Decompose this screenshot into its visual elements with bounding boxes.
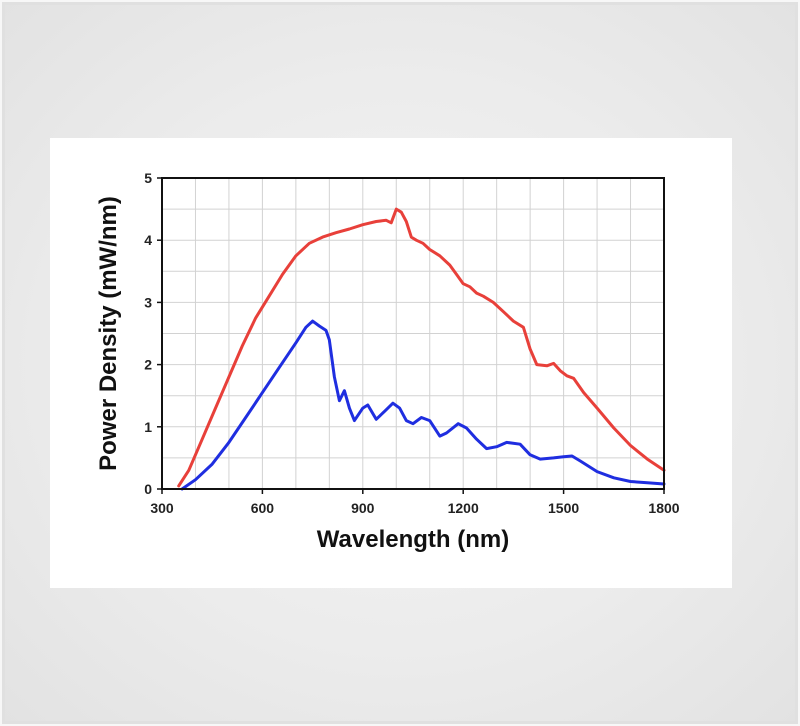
series-line-1 xyxy=(177,207,666,488)
x-axis-label: Wavelength (nm) xyxy=(317,526,509,553)
x-tick-label: 1800 xyxy=(648,500,679,516)
chart-svg: 300 600 900 1200 1500 1800 0 1 2 3 4 5 Wavelength (… xyxy=(95,170,680,553)
x-tick-label: 1500 xyxy=(548,500,579,516)
x-tick-label: 600 xyxy=(251,500,275,516)
series-line-2 xyxy=(180,319,666,491)
chart-card: 300 600 900 1200 1500 1800 0 1 2 3 4 5 Wavelength (… xyxy=(50,138,732,588)
grid-lines xyxy=(162,178,664,489)
plot-border xyxy=(161,177,665,490)
y-tick-label: 5 xyxy=(144,170,152,186)
x-tick-label: 300 xyxy=(150,500,174,516)
y-tick-label: 0 xyxy=(144,481,152,497)
axis-ticks: 300 600 900 1200 1500 1800 0 1 2 3 4 5 xyxy=(144,170,680,516)
x-tick-label: 900 xyxy=(351,500,375,516)
x-tick-label: 1200 xyxy=(448,500,479,516)
y-axis-label: Power Density (mW/nm) xyxy=(95,196,122,471)
y-tick-label: 1 xyxy=(144,419,152,435)
y-tick-label: 4 xyxy=(144,232,152,248)
series-lines xyxy=(177,207,666,491)
y-tick-label: 2 xyxy=(144,357,152,373)
y-tick-label: 3 xyxy=(144,294,152,310)
